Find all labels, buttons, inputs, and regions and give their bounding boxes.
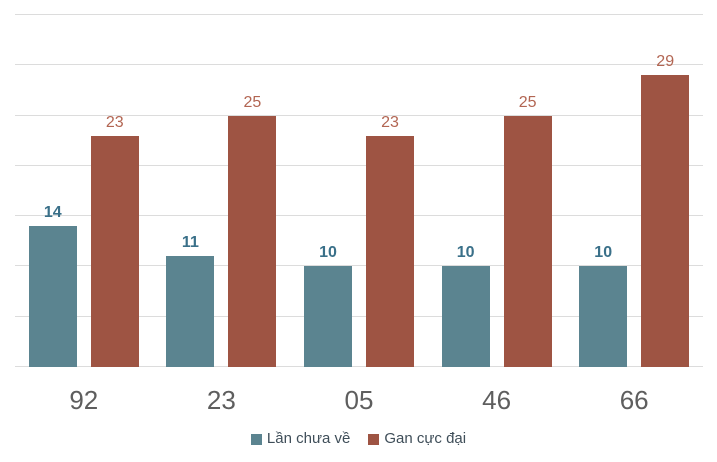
bar-value-label: 14 [43, 204, 62, 222]
bar-series-2-category-92[interactable] [90, 135, 139, 367]
bar-value-label: 23 [381, 113, 399, 131]
gridline [15, 315, 703, 317]
gridline [15, 14, 703, 15]
bar-value-label: 25 [243, 93, 262, 111]
bar-value-label: 25 [518, 93, 537, 111]
legend-swatch-icon [368, 433, 380, 445]
legend-label: Lần chưa về [266, 430, 351, 447]
legend-item-series-2[interactable]: Gan cực đại [368, 430, 466, 448]
bar-series-2-category-05[interactable] [366, 135, 414, 367]
bar-value-label: 29 [656, 53, 675, 71]
bar-series-2-category-66[interactable] [641, 75, 690, 367]
plot-area: 14 23 11 25 10 23 10 25 10 29 [15, 14, 703, 367]
gridline [15, 114, 703, 116]
bar-value-label: 23 [105, 113, 124, 131]
gridline [15, 215, 703, 217]
x-axis-labels: 92 23 05 46 66 [15, 384, 703, 416]
bar-series-1-category-23[interactable] [166, 256, 215, 367]
x-axis-label: 66 [619, 385, 649, 415]
x-axis-label: 23 [206, 385, 236, 415]
legend-item-series-1[interactable]: Lần chưa về [250, 430, 351, 448]
bar-value-label: 11 [181, 234, 199, 252]
bar-series-1-category-66[interactable] [579, 266, 628, 367]
legend-label: Gan cực đại [384, 430, 467, 447]
legend-swatch-icon [250, 433, 262, 445]
bar-series-2-category-46[interactable] [503, 115, 552, 367]
x-axis-label: 46 [482, 385, 512, 415]
bar-series-2-category-23[interactable] [228, 115, 277, 367]
x-axis-label: 05 [344, 385, 374, 415]
gridline [15, 64, 703, 66]
gridline [15, 164, 703, 166]
bar-value-label: 10 [319, 244, 337, 262]
bar-series-1-category-46[interactable] [441, 266, 490, 367]
legend: Lần chưa về Gan cực đại [0, 430, 717, 448]
bar-series-1-category-92[interactable] [28, 226, 77, 367]
gridline [15, 366, 703, 367]
bar-value-label: 10 [594, 244, 613, 262]
bar-value-label: 10 [456, 244, 475, 262]
bar-series-1-category-05[interactable] [304, 266, 352, 367]
gridline [15, 265, 703, 267]
x-axis-label: 92 [69, 385, 99, 415]
